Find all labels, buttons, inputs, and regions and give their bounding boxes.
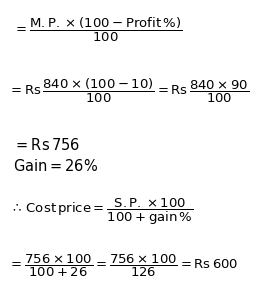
Text: $= \dfrac{756\times100}{100+26} = \dfrac{756\times100}{126} = \mathrm{Rs}\,600$: $= \dfrac{756\times100}{100+26} = \dfrac… bbox=[8, 253, 238, 279]
Text: $= \mathrm{Rs}\,\dfrac{840\times(100-10)}{100} = \mathrm{Rs}\,\dfrac{840\times90: $= \mathrm{Rs}\,\dfrac{840\times(100-10)… bbox=[8, 77, 249, 105]
Text: $\therefore\,\mathrm{Cost\,price} = \dfrac{\mathrm{S.P.}\times100}{100+\mathrm{g: $\therefore\,\mathrm{Cost\,price} = \dfr… bbox=[10, 197, 194, 227]
Text: $\mathrm{Gain} = 26\%$: $\mathrm{Gain} = 26\%$ bbox=[13, 158, 98, 174]
Text: $= \mathrm{Rs}\,756$: $= \mathrm{Rs}\,756$ bbox=[13, 137, 80, 154]
Text: $= \dfrac{\mathrm{M.P.}\times(100-\mathrm{Profit}\,\%)}{100}$: $= \dfrac{\mathrm{M.P.}\times(100-\mathr… bbox=[13, 16, 182, 44]
